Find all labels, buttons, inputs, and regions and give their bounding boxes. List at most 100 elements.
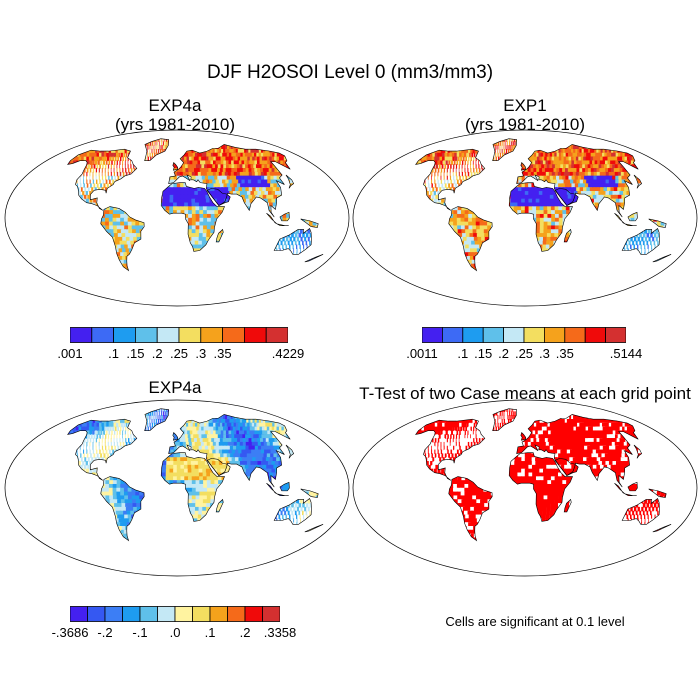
colorbar-swatch [265,327,288,343]
colorbar-tick-label: .1 [108,346,120,361]
coastline [300,218,319,228]
significance-note: Cells are significant at 0.1 level [445,614,625,629]
colorbar-exp1-labels: .0011 .1 .15 .2 .25 .3 .35 .5144 [406,346,642,362]
colorbar-tick-label: -.1 [132,625,148,640]
coastline [215,498,224,513]
map-exp1 [352,129,698,307]
coastline [300,488,319,498]
coastline [168,144,291,218]
coastline [492,138,518,161]
coastline [448,206,493,272]
colorbar-tick-label: .25 [169,346,189,361]
coastline [207,188,231,206]
coastline [614,482,637,496]
coastline [100,476,145,542]
colorbar-swatch [174,606,193,622]
colorbar-tick-label: .2 [239,625,251,640]
colorbar-tick-label: .1 [204,625,216,640]
colorbar-tick-label: .35 [555,346,574,361]
colorbar-tick-label: -.2 [97,625,113,640]
colorbar-swatch [441,327,464,343]
colorbar-exp4a [70,327,288,343]
coastline [215,228,224,243]
coastline [273,228,312,255]
colorbar-swatch [70,327,93,343]
colorbar-swatch [91,327,114,343]
coastline [160,452,225,522]
map-ttest [352,399,698,577]
coastline [652,524,672,533]
map-boundary [352,399,698,577]
colorbar-swatch [70,606,88,622]
coastline [627,211,638,222]
coastline [492,408,518,431]
coastline [648,218,667,228]
colorbar-swatch [605,327,626,343]
colorbar-tick-label: .3 [195,346,207,361]
colorbar-tick-label: .25 [514,346,534,361]
colorbar-swatch [564,327,586,343]
coastline [144,138,170,161]
coastline [67,418,138,481]
coastline [304,254,324,263]
colorbar-tick-label: .0 [169,625,181,640]
coastline [207,458,231,476]
colorbar-swatch [135,327,158,343]
colorbar-swatch [113,327,136,343]
colorbar-swatch [222,327,245,343]
panel-exp1-subtitle: (yrs 1981-2010) [464,115,585,134]
coastline [627,481,638,492]
colorbar-swatch [209,606,228,622]
coastline [415,148,486,211]
coastline [448,476,493,542]
colorbar-swatch [192,606,211,622]
colorbar-tick-label: .1 [457,346,469,361]
colorbar-tick-label: .15 [126,346,145,361]
colorbar-swatch [122,606,141,622]
coastline [563,228,572,243]
coastline [508,452,573,522]
panel-exp4a-title: EXP4a (yrs 1981-2010) [0,96,350,134]
coastline [285,444,295,459]
colorbar-swatch [139,606,158,622]
colorbar-swatch [157,606,176,622]
colorbar-exp1 [422,327,626,343]
colorbar-swatch [244,606,263,622]
coastline [100,206,145,272]
colorbar-diff-labels: -.3686 -.2 -.1 .0 .1 .2 .3358 [52,625,297,641]
colorbar-swatch [462,327,484,343]
panel-ttest-title: T-Test of two Case means at each grid po… [359,384,691,403]
coastline [555,458,579,476]
coastline [279,211,290,222]
colorbar-tick-label: .0011 [406,346,438,361]
coastline [652,254,672,263]
coastline [67,148,138,211]
colorbar-tick-label: .2 [498,346,510,361]
coastline [633,174,643,189]
colorbar-swatch [482,327,505,343]
colorbar-swatch [262,606,280,622]
colorbar-swatch [422,327,443,343]
coastline [555,188,579,206]
coastline [172,162,179,171]
map-boundary [352,129,698,307]
colorbar-swatch [584,327,606,343]
coastline [633,444,643,459]
colorbar-tick-label: .3358 [263,625,297,640]
colorbar-tick-label: .15 [474,346,493,361]
colorbar-exp4a-labels: .001 .1 .15 .2 .25 .3 .35 .4229 [57,346,304,362]
coastline [614,212,637,226]
colorbar-swatch [104,606,123,622]
coastline [304,524,324,533]
coastline [273,498,312,525]
map-exp4a [4,129,350,307]
panel-diff-name: EXP4a [148,378,202,397]
colorbar-swatch [544,327,566,343]
coastline [508,182,573,252]
colorbar-swatch [227,606,246,622]
colorbar-tick-label: -.3686 [51,625,89,640]
map-boundary [4,129,350,307]
coastline [144,408,170,431]
coastline [160,182,225,252]
coastline [648,488,667,498]
